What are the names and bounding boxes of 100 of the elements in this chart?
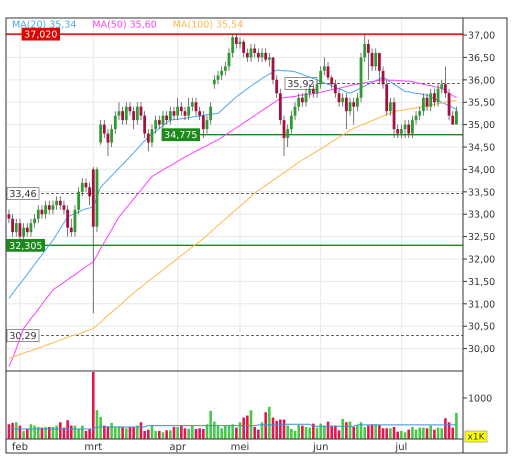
candlestick bbox=[330, 74, 334, 90]
candlestick bbox=[184, 106, 186, 121]
candlestick bbox=[344, 92, 348, 130]
candlestick bbox=[316, 79, 318, 98]
candlestick bbox=[432, 88, 436, 108]
bar bbox=[433, 430, 436, 439]
bar bbox=[228, 426, 230, 439]
candlestick bbox=[22, 222, 26, 242]
bar bbox=[436, 428, 440, 439]
bar bbox=[444, 418, 447, 439]
candlestick bbox=[36, 204, 40, 224]
x-tick-label: feb bbox=[12, 442, 28, 453]
bar bbox=[176, 426, 179, 439]
candlestick bbox=[216, 70, 220, 85]
bar bbox=[180, 426, 183, 439]
candlestick bbox=[300, 92, 304, 108]
bar bbox=[440, 428, 444, 439]
bar bbox=[429, 426, 432, 439]
candlestick bbox=[378, 52, 381, 85]
bar bbox=[238, 422, 242, 439]
candlestick bbox=[118, 102, 120, 121]
candlestick bbox=[250, 44, 252, 62]
candlestick bbox=[282, 115, 286, 156]
y-tick-label: 31,50 bbox=[468, 276, 496, 288]
candlestick bbox=[102, 120, 106, 138]
candlestick bbox=[304, 88, 308, 108]
y-tick-label: 33,50 bbox=[468, 187, 496, 198]
x-tick-label: mrt bbox=[84, 442, 102, 453]
candlestick bbox=[220, 66, 224, 80]
candlestick bbox=[44, 200, 48, 220]
bar bbox=[84, 430, 88, 439]
candlestick bbox=[256, 48, 260, 62]
candlestick bbox=[253, 44, 256, 58]
x-tick-label: jul bbox=[394, 442, 408, 453]
bar bbox=[418, 428, 422, 439]
bar bbox=[128, 426, 132, 439]
bar bbox=[147, 430, 150, 439]
candlestick bbox=[158, 115, 161, 130]
bar bbox=[356, 426, 359, 439]
candlestick bbox=[272, 57, 274, 85]
bar bbox=[304, 426, 308, 439]
candlestick bbox=[400, 124, 403, 138]
bar bbox=[191, 426, 194, 439]
bar bbox=[326, 422, 330, 439]
candlestick bbox=[212, 74, 216, 90]
y-tick-label: 34,00 bbox=[468, 164, 496, 176]
bar bbox=[264, 412, 267, 439]
y-tick-label: 30,00 bbox=[468, 344, 496, 356]
bar bbox=[216, 426, 220, 439]
bar bbox=[246, 416, 249, 439]
bar bbox=[194, 428, 198, 439]
candlestick bbox=[322, 57, 326, 76]
candlestick bbox=[440, 79, 444, 94]
candlestick bbox=[165, 110, 168, 126]
candlestick bbox=[30, 218, 32, 238]
candlestick bbox=[451, 110, 454, 126]
bar bbox=[389, 428, 392, 439]
candlestick bbox=[228, 48, 230, 72]
bar bbox=[66, 420, 69, 439]
bar bbox=[367, 426, 370, 439]
bar bbox=[184, 428, 186, 439]
bar bbox=[282, 420, 286, 439]
bar bbox=[235, 428, 238, 439]
bar bbox=[392, 426, 396, 439]
ref-line-label: 37,020 bbox=[24, 30, 58, 41]
bar bbox=[125, 428, 128, 439]
ref-line-label: 33,46 bbox=[9, 189, 37, 200]
bar bbox=[290, 428, 293, 439]
candlestick bbox=[180, 102, 183, 116]
candlestick bbox=[58, 196, 62, 210]
x-tick-label: jun bbox=[312, 442, 328, 453]
candlestick bbox=[187, 97, 190, 121]
bar bbox=[297, 424, 300, 439]
bar bbox=[202, 428, 205, 439]
candlestick bbox=[70, 218, 73, 238]
candlestick bbox=[11, 214, 14, 238]
candlestick bbox=[18, 218, 22, 242]
candlestick bbox=[297, 92, 300, 112]
bar bbox=[348, 422, 352, 439]
x-tick-label: apr bbox=[169, 442, 187, 453]
bar bbox=[172, 426, 176, 439]
candlestick bbox=[168, 106, 172, 126]
ref-line-label: 32,305 bbox=[9, 240, 42, 252]
candlestick bbox=[348, 97, 352, 116]
candlestick bbox=[326, 62, 330, 80]
candlestick bbox=[455, 106, 458, 126]
candlestick bbox=[66, 204, 70, 238]
candlestick bbox=[396, 124, 400, 138]
candlestick bbox=[14, 218, 18, 238]
y-tick-label: 30,50 bbox=[468, 322, 496, 333]
candlestick bbox=[198, 106, 202, 121]
bar bbox=[224, 426, 227, 439]
candlestick bbox=[242, 39, 246, 58]
bar bbox=[242, 418, 245, 439]
candlestick bbox=[206, 115, 208, 134]
candlestick bbox=[146, 128, 150, 152]
text: MA(50) 35,60 bbox=[92, 20, 157, 30]
y-tick-label: 35,50 bbox=[468, 98, 496, 109]
bar bbox=[140, 422, 142, 439]
candlestick bbox=[99, 120, 102, 146]
